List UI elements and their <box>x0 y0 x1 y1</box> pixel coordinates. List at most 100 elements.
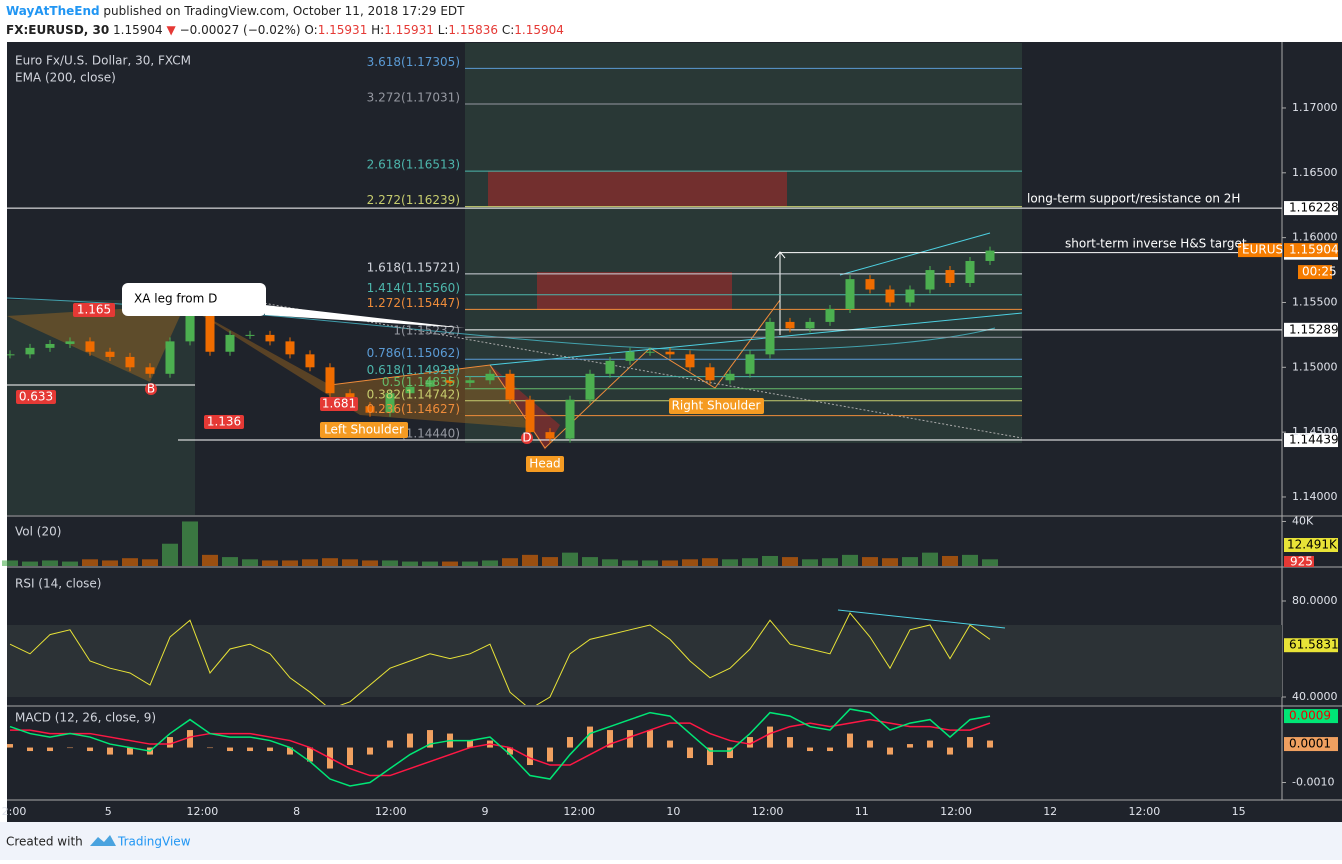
rsi-title: RSI (14, close) <box>15 577 101 591</box>
macd-histogram <box>987 740 993 748</box>
indicator-panes: 40K 80.0000 40.0000 61.5831 -0.0010 0.0009 0.0… <box>2 514 1339 818</box>
candle <box>305 354 315 368</box>
macd-histogram <box>207 747 213 749</box>
candle <box>885 289 895 303</box>
pattern-label: Head <box>529 457 560 471</box>
volume-bar <box>122 558 138 566</box>
macd-histogram <box>827 747 833 752</box>
volume-title: Vol (20) <box>15 525 61 539</box>
candle <box>185 308 195 342</box>
y-tick-label: 1.15500 <box>1292 295 1338 308</box>
x-tick-label: 12:00 <box>940 805 972 818</box>
candle <box>605 360 615 374</box>
volume-bar <box>762 555 778 566</box>
volume-bar <box>22 561 38 566</box>
volume-bar <box>222 557 238 566</box>
candle <box>365 406 375 413</box>
main-title: Euro Fx/U.S. Dollar, 30, FXCM <box>15 54 191 68</box>
macd-histogram <box>567 737 573 748</box>
y-tick-label: 1.17000 <box>1292 101 1338 114</box>
fib-label: 3.618(1.17305) <box>367 55 460 69</box>
volume-bar <box>242 559 258 566</box>
candle <box>645 351 655 353</box>
candle <box>465 380 475 383</box>
point-badge <box>145 383 157 395</box>
macd-histogram <box>667 740 673 748</box>
volume-bar <box>882 558 898 566</box>
rsi-plot <box>9 612 991 705</box>
macd-histogram <box>427 730 433 748</box>
footer-brand[interactable]: TradingView <box>117 835 191 849</box>
hs-pattern <box>329 299 781 449</box>
volume-bar <box>782 557 798 566</box>
macd-histogram <box>287 747 293 755</box>
candle <box>485 373 495 381</box>
macd-histogram <box>367 747 373 755</box>
countdown: 00:25 <box>1302 265 1337 279</box>
callout-pointer <box>265 305 465 328</box>
macd-histogram <box>767 726 773 748</box>
point-label: B <box>147 382 155 396</box>
level-label: 1.16228 <box>1289 201 1339 215</box>
candle <box>585 373 595 400</box>
macd-histogram <box>547 747 553 762</box>
target-arrowhead <box>774 251 786 259</box>
x-tick-label: 9 <box>482 805 489 818</box>
candle <box>525 399 535 433</box>
x-tick-label: 11 <box>855 805 869 818</box>
fib-label: 0.786(1.15062) <box>367 346 460 360</box>
y-tick-label: 1.16000 <box>1292 231 1338 244</box>
candle <box>865 279 875 290</box>
macd-histogram <box>7 744 13 748</box>
author[interactable]: WayAtTheEnd <box>6 4 100 18</box>
macd-histogram <box>247 747 253 752</box>
macd-histogram <box>807 747 813 752</box>
volume-bar <box>862 557 878 566</box>
volume-bar <box>382 560 398 566</box>
ratio-label: 1.136 <box>207 415 241 429</box>
candle <box>205 308 215 352</box>
o-label: O: <box>304 23 317 37</box>
macd-badge <box>1284 737 1338 752</box>
candle <box>785 321 795 329</box>
y-tick-label: 1.15000 <box>1292 360 1338 373</box>
volume-bar <box>462 561 478 566</box>
macd-histogram <box>647 730 653 748</box>
callout-text: XA leg from D <box>134 292 217 306</box>
volume-bar <box>2 560 18 566</box>
fib-label: 0.382(1.14742) <box>367 387 460 401</box>
macd-badge-label: 0.0009 <box>1289 709 1331 723</box>
macd-histogram <box>387 740 393 748</box>
y-tick-label: 1.14000 <box>1292 490 1338 503</box>
volume-bar <box>542 557 558 566</box>
callout-box <box>122 283 266 316</box>
c-label: C: <box>502 23 514 37</box>
volume-bar <box>362 560 378 566</box>
x-tick-label: 5 <box>105 805 112 818</box>
volume-bar <box>42 560 58 566</box>
fib-label: 0(1.14440) <box>393 426 460 440</box>
volume-bar <box>642 560 658 566</box>
main-plot <box>7 67 1282 443</box>
macd-histogram <box>687 747 693 759</box>
arrow: ▼ <box>167 23 177 37</box>
macd-histogram <box>507 747 513 755</box>
x-tick-label: 10 <box>666 805 680 818</box>
volume-bar <box>162 543 178 566</box>
level-badge <box>1284 433 1338 448</box>
macd-histogram <box>587 726 593 748</box>
indicator-title: EMA (200, close) <box>15 71 116 85</box>
candle <box>85 341 95 352</box>
level-badge <box>1284 201 1338 216</box>
target-box <box>488 171 787 207</box>
pattern-badge <box>669 398 764 414</box>
rsi-last-badge <box>1284 638 1338 653</box>
x-tick-label: 2:00 <box>2 805 27 818</box>
volume-bar <box>902 557 918 566</box>
macd-histogram <box>787 737 793 748</box>
candle <box>845 279 855 309</box>
volume-bar <box>482 560 498 566</box>
current-symbol: EURUSD <box>1242 243 1292 257</box>
volume-bar <box>822 558 838 566</box>
pattern-label: Left Shoulder <box>324 423 404 437</box>
